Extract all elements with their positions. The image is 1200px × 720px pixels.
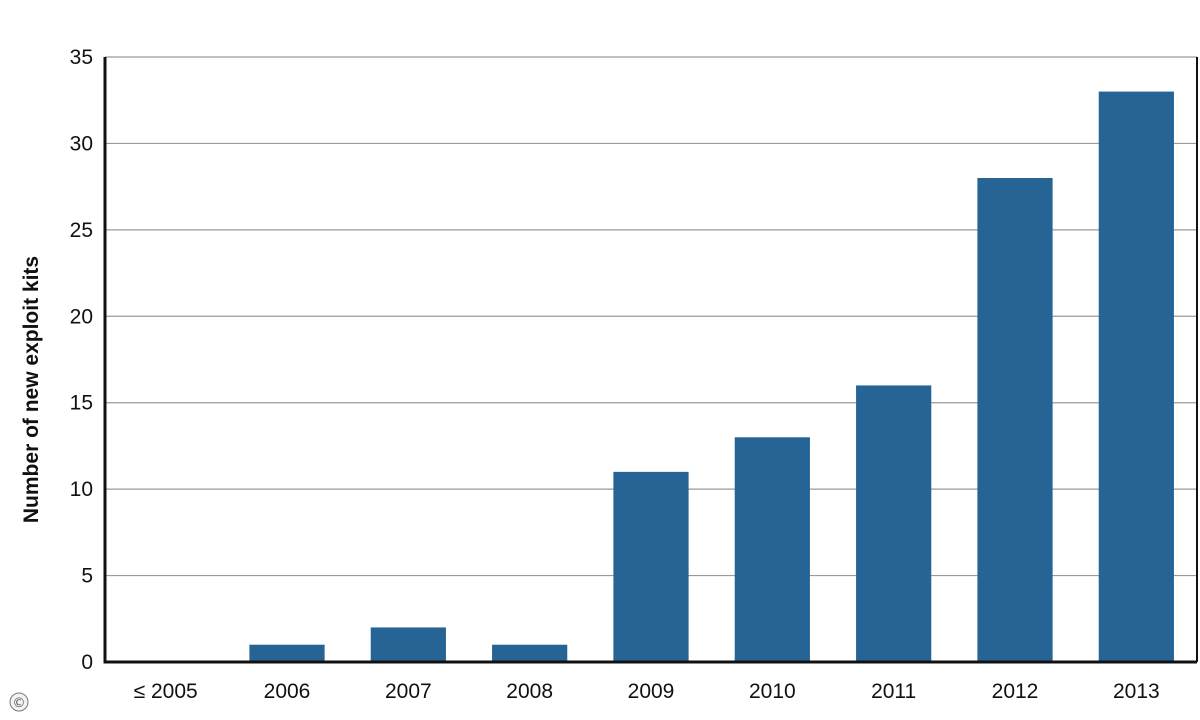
y-tick-label: 15 [70, 392, 93, 415]
bars [249, 91, 1174, 663]
axes [103, 57, 1198, 664]
bar [1098, 91, 1174, 663]
y-tick-label: 25 [70, 219, 93, 242]
y-tick-label: 35 [70, 46, 93, 69]
y-tick-labels: 0 5 10 15 20 25 30 35 [70, 46, 93, 674]
x-tick-label: 2009 [628, 680, 675, 703]
x-tick-labels: ≤ 2005 2006 2007 2008 2009 2010 2011 2012 2013 [134, 680, 1160, 703]
x-tick-label: 2010 [749, 680, 796, 703]
copyright-icon: © [9, 692, 29, 712]
x-tick-label: 2006 [264, 680, 311, 703]
bar [977, 178, 1053, 662]
gridlines [105, 56, 1197, 577]
x-tick-label: 2007 [385, 680, 432, 703]
bar [492, 644, 568, 662]
bar [249, 644, 325, 662]
x-tick-label: 2013 [1113, 680, 1160, 703]
x-tick-label: 2008 [506, 680, 553, 703]
bar [613, 471, 689, 662]
x-tick-label: ≤ 2005 [134, 680, 198, 703]
bar [370, 627, 446, 662]
y-axis-title: Number of new exploit kits [20, 256, 43, 523]
y-tick-label: 5 [81, 565, 93, 588]
bar [734, 437, 810, 662]
y-tick-label: 20 [70, 305, 93, 328]
y-tick-label: 30 [70, 132, 93, 155]
x-tick-label: 2012 [992, 680, 1039, 703]
y-tick-label: 10 [70, 478, 93, 501]
x-tick-label: 2011 [871, 680, 916, 703]
y-tick-label: 0 [81, 651, 93, 674]
bar [856, 385, 932, 662]
copyright-symbol: © [13, 696, 26, 711]
